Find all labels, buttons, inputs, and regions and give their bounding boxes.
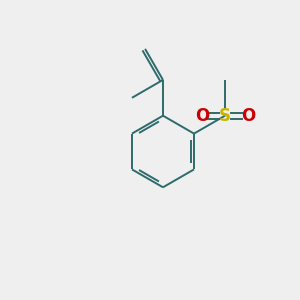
Text: O: O [195, 107, 209, 125]
Text: S: S [219, 107, 231, 125]
Text: O: O [241, 107, 255, 125]
